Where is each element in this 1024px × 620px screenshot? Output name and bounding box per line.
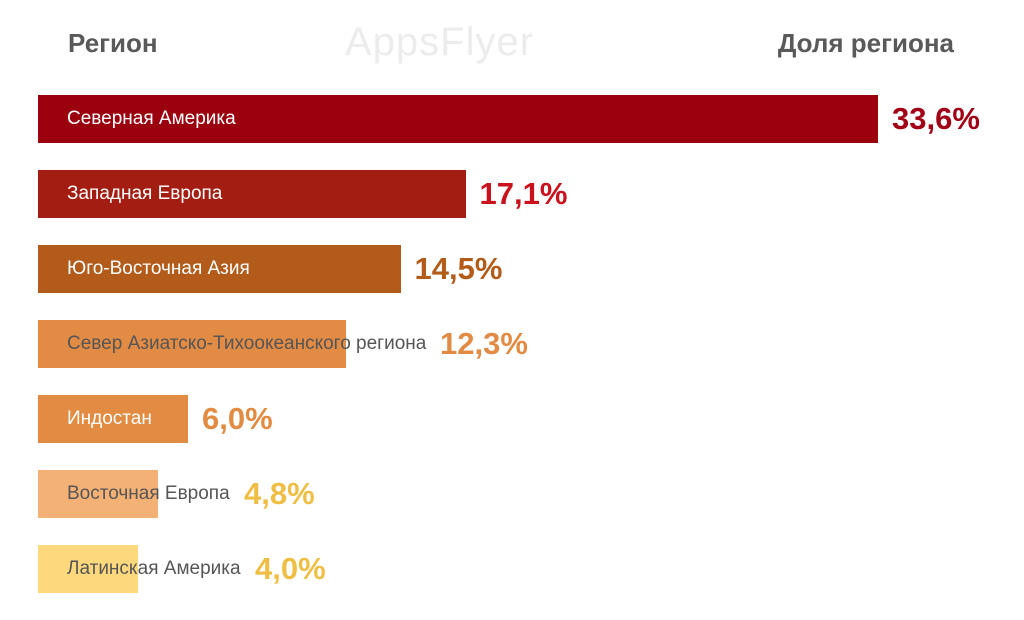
category-header: Регион bbox=[68, 28, 158, 58]
category-label: Западная Европа bbox=[67, 183, 223, 205]
category-label: Латинская Америка bbox=[67, 558, 241, 580]
bar bbox=[38, 170, 466, 218]
category-label: Юго-Восточная Азия bbox=[67, 258, 250, 280]
value-label: 12,3% bbox=[440, 326, 528, 361]
value-header: Доля региона bbox=[777, 28, 954, 58]
value-label: 14,5% bbox=[414, 251, 503, 286]
category-label: Север Азиатско-Тихоокеанского региона bbox=[67, 333, 427, 355]
bar bbox=[38, 545, 138, 593]
category-label: Северная Америка bbox=[67, 108, 236, 130]
value-label: 4,8% bbox=[244, 476, 315, 511]
value-label: 6,0% bbox=[202, 401, 273, 436]
bar bbox=[38, 395, 188, 443]
bar bbox=[38, 320, 346, 368]
value-label: 4,0% bbox=[255, 551, 326, 586]
category-label: Индостан bbox=[67, 408, 152, 430]
category-label: Восточная Европа bbox=[67, 483, 230, 505]
bar bbox=[38, 245, 401, 293]
value-label: 33,6% bbox=[892, 101, 980, 136]
value-label: 17,1% bbox=[479, 176, 568, 211]
watermark: AppsFlyer bbox=[345, 20, 535, 64]
bar bbox=[38, 470, 158, 518]
bar bbox=[38, 95, 878, 143]
